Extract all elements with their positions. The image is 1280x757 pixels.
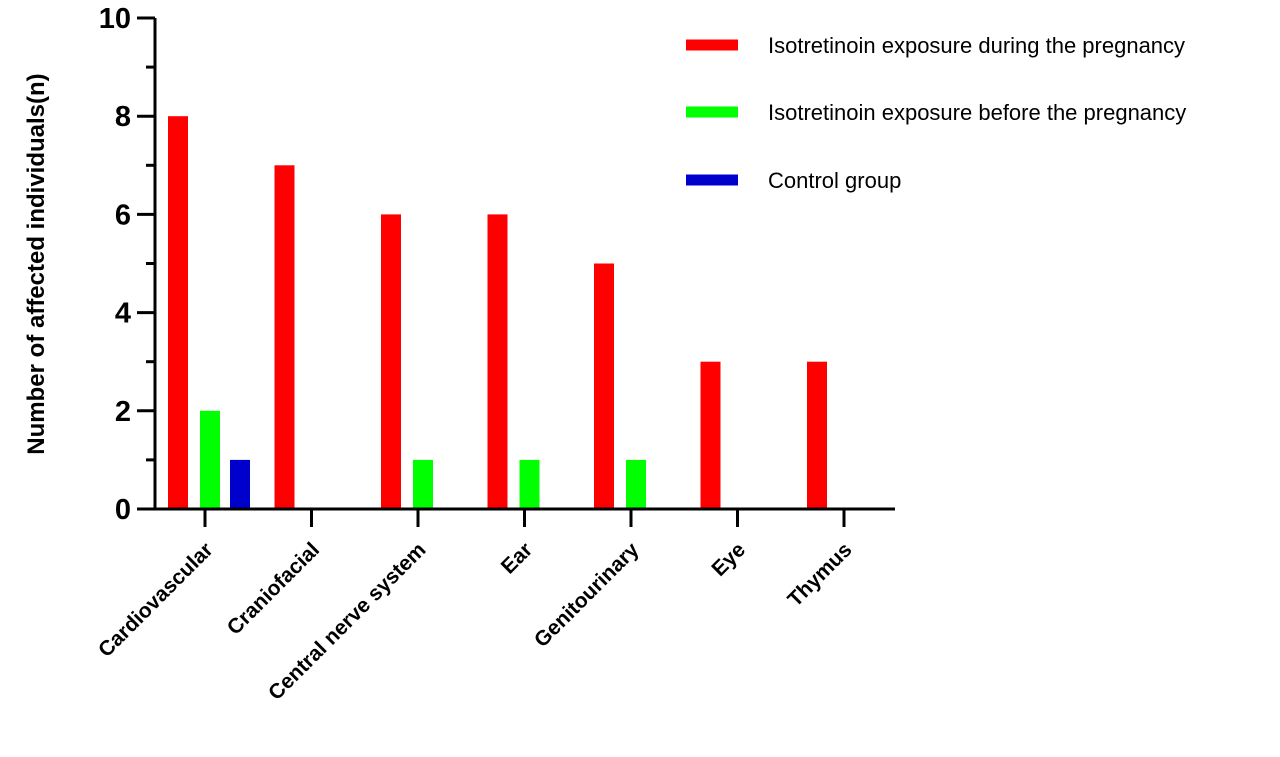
x-category-label: Ear [497, 538, 537, 578]
y-tick-label: 8 [115, 101, 131, 133]
bar-control-0 [230, 459, 250, 509]
bar-during-3 [487, 214, 508, 509]
bar-before-0 [200, 410, 220, 509]
legend-swatch [686, 106, 738, 118]
bar-during-5 [700, 361, 721, 509]
x-category-label: Thymus [783, 538, 856, 611]
legend-label: Isotretinoin exposure during the pregnan… [768, 33, 1185, 58]
legend-swatch [686, 39, 738, 51]
y-tick-label: 0 [115, 494, 131, 526]
bar-during-1 [274, 165, 295, 510]
x-category-label: Genitourinary [530, 538, 644, 652]
bar-during-4 [594, 263, 614, 509]
legend-label: Isotretinoin exposure before the pregnan… [768, 100, 1186, 125]
y-tick-label: 10 [99, 3, 131, 35]
legend-label: Control group [768, 168, 901, 193]
x-category-label: Cardiovascular [94, 538, 218, 662]
bar-before-3 [519, 459, 540, 509]
bar-before-2 [413, 459, 433, 509]
y-axis-title-group: Number of affected individuals(n) [23, 73, 50, 454]
y-tick-label: 2 [115, 396, 131, 428]
bar-during-2 [381, 214, 401, 509]
legend: Isotretinoin exposure during the pregnan… [686, 33, 1186, 193]
y-tick-label: 6 [115, 199, 131, 231]
bar-during-0 [168, 116, 188, 509]
bar-during-6 [807, 361, 827, 509]
bar-before-4 [626, 459, 646, 509]
y-axis-title: Number of affected individuals(n) [23, 73, 50, 454]
legend-swatch [686, 174, 738, 186]
x-category-label: Craniofacial [223, 538, 324, 639]
y-tick-label: 4 [115, 298, 131, 330]
x-category-label: Eye [707, 538, 750, 581]
